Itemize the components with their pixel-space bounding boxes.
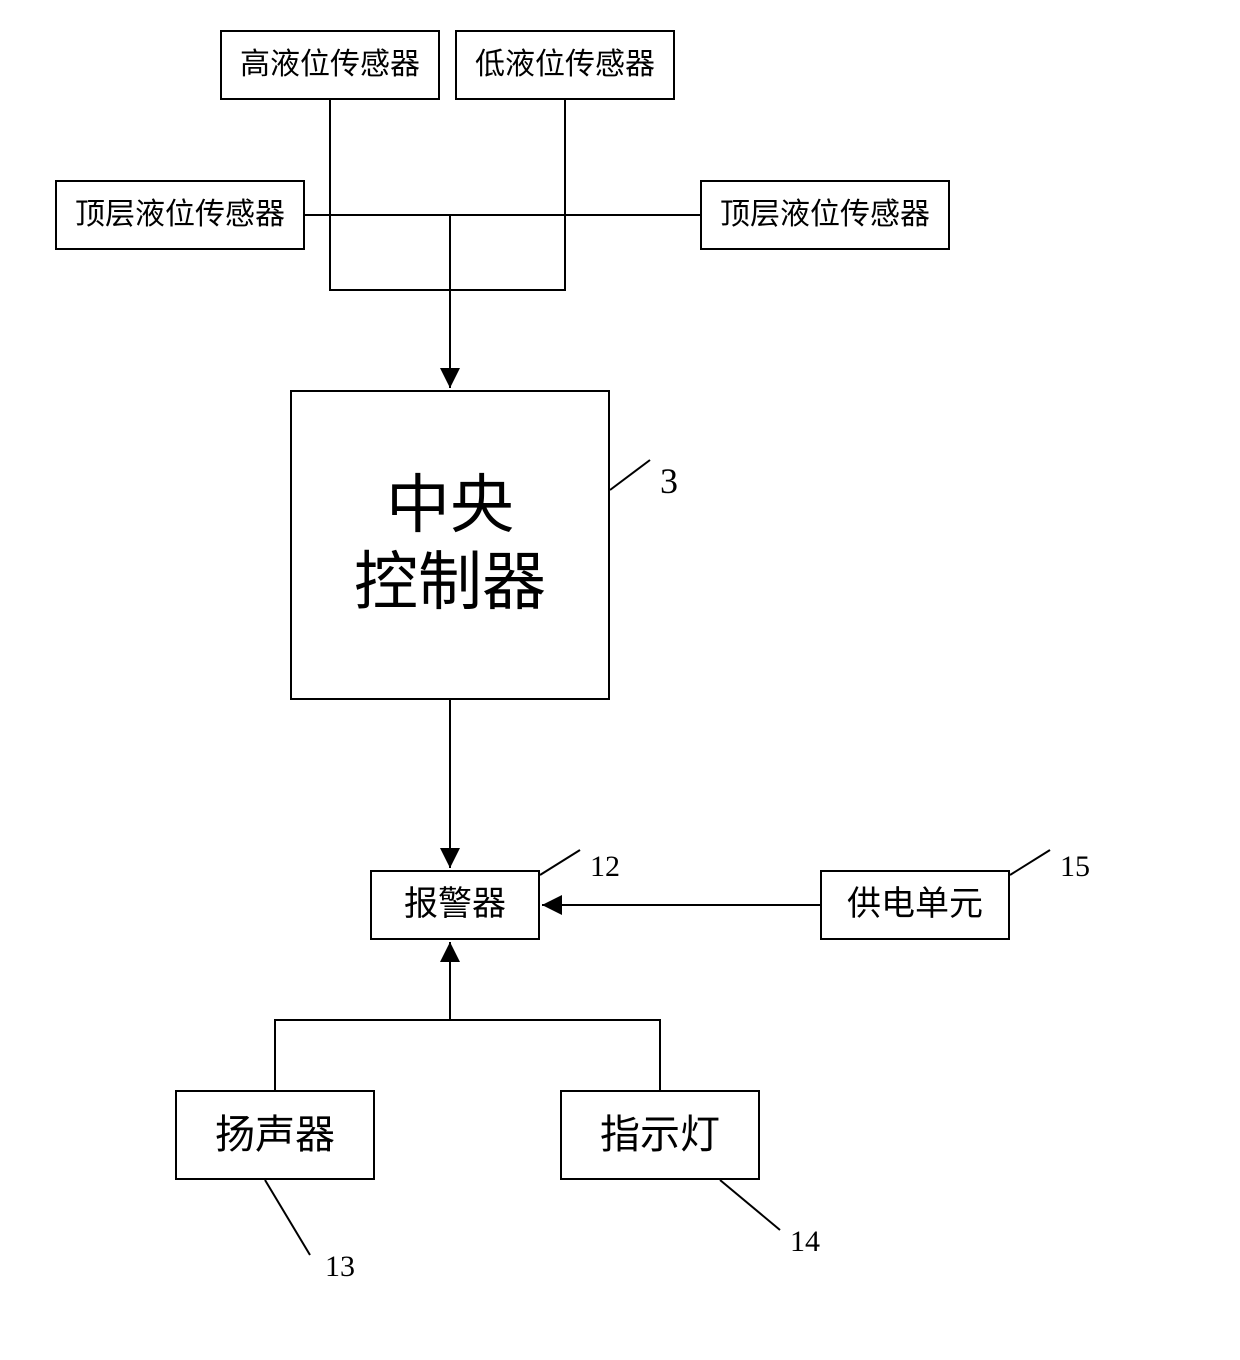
high-level-sensor-label: 高液位传感器 (240, 47, 420, 83)
controller-ref-num: 3 (660, 460, 678, 502)
leader-power (1010, 850, 1050, 875)
alarm-box: 报警器 (370, 870, 540, 940)
leader-alarm (540, 850, 580, 875)
top-sensor-left-label: 顶层液位传感器 (75, 197, 285, 233)
leader-controller (610, 460, 650, 490)
central-controller-label: 中央 控制器 (354, 468, 546, 622)
low-level-sensor-box: 低液位传感器 (455, 30, 675, 100)
top-sensor-right-box: 顶层液位传感器 (700, 180, 950, 250)
edge-indicator-up (450, 1020, 660, 1090)
central-controller-box: 中央 控制器 (290, 390, 610, 700)
power-unit-box: 供电单元 (820, 870, 1010, 940)
alarm-ref-num: 12 (590, 850, 620, 884)
high-level-sensor-box: 高液位传感器 (220, 30, 440, 100)
speaker-box: 扬声器 (175, 1090, 375, 1180)
power-unit-label: 供电单元 (847, 885, 983, 926)
low-level-sensor-label: 低液位传感器 (475, 47, 655, 83)
edge-high-sensor (330, 100, 450, 290)
speaker-ref-num: 13 (325, 1250, 355, 1284)
alarm-label: 报警器 (404, 885, 506, 926)
indicator-label: 指示灯 (600, 1111, 720, 1159)
top-sensor-right-label: 顶层液位传感器 (720, 197, 930, 233)
leader-speaker (265, 1180, 310, 1255)
indicator-box: 指示灯 (560, 1090, 760, 1180)
leader-indicator (720, 1180, 780, 1230)
top-sensor-left-box: 顶层液位传感器 (55, 180, 305, 250)
edge-top-right (450, 215, 700, 290)
edge-speaker-up (275, 1020, 450, 1090)
edge-low-sensor (450, 100, 565, 290)
speaker-label: 扬声器 (215, 1111, 335, 1159)
power-ref-num: 15 (1060, 850, 1090, 884)
edge-top-left (305, 215, 450, 290)
indicator-ref-num: 14 (790, 1225, 820, 1259)
